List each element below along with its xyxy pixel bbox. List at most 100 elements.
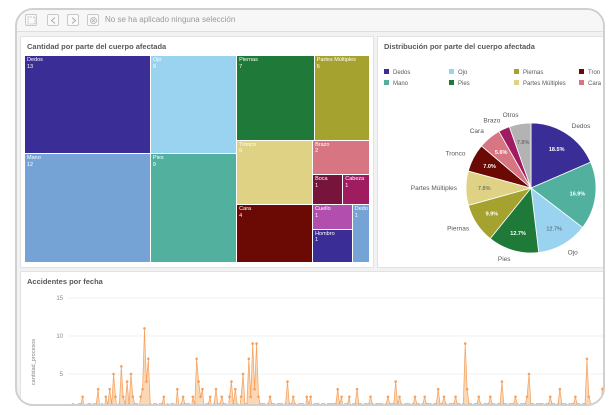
data-point[interactable] (469, 403, 473, 406)
data-point[interactable] (127, 403, 131, 406)
data-point[interactable] (589, 403, 593, 406)
treemap-cell-pies[interactable]: Pies 9 (150, 154, 238, 263)
data-point[interactable] (129, 372, 133, 376)
data-point[interactable] (380, 403, 384, 406)
data-point[interactable] (450, 403, 453, 406)
data-point[interactable] (417, 403, 421, 406)
data-point[interactable] (232, 403, 235, 406)
data-point[interactable] (114, 395, 117, 399)
data-point[interactable] (521, 403, 525, 406)
data-point[interactable] (125, 380, 129, 383)
data-point[interactable] (512, 403, 515, 406)
data-point[interactable] (108, 387, 112, 391)
data-point[interactable] (595, 403, 598, 406)
data-point[interactable] (118, 403, 121, 406)
data-point[interactable] (346, 403, 349, 406)
data-point[interactable] (224, 403, 227, 406)
data-point[interactable] (94, 403, 98, 406)
data-point[interactable] (477, 395, 481, 399)
data-point[interactable] (562, 403, 566, 406)
data-point[interactable] (502, 403, 506, 406)
data-point[interactable] (550, 403, 554, 406)
data-point[interactable] (444, 403, 448, 406)
data-point[interactable] (458, 403, 461, 406)
data-point[interactable] (326, 403, 330, 406)
data-point[interactable] (261, 403, 264, 406)
data-point[interactable] (560, 403, 564, 406)
data-point[interactable] (284, 403, 287, 406)
data-point[interactable] (266, 403, 270, 406)
data-point[interactable] (531, 403, 535, 406)
data-point[interactable] (577, 403, 581, 406)
selection-tool-icon[interactable] (25, 14, 37, 26)
data-point[interactable] (239, 395, 243, 399)
data-point[interactable] (411, 403, 415, 406)
data-point[interactable] (473, 403, 477, 406)
data-point[interactable] (442, 395, 446, 399)
data-point[interactable] (313, 403, 316, 406)
data-point[interactable] (145, 380, 148, 383)
data-point[interactable] (152, 403, 156, 406)
data-point[interactable] (141, 387, 144, 391)
data-point[interactable] (121, 395, 125, 399)
data-point[interactable] (181, 395, 185, 399)
data-point[interactable] (212, 403, 216, 406)
data-point[interactable] (291, 395, 295, 399)
data-point[interactable] (392, 403, 395, 406)
data-point[interactable] (576, 403, 579, 406)
data-point[interactable] (570, 403, 573, 406)
treemap-cell-brazo[interactable]: Brazo 2 (313, 140, 370, 175)
data-point[interactable] (321, 403, 324, 406)
data-point[interactable] (365, 403, 368, 406)
data-point[interactable] (139, 395, 142, 399)
data-point[interactable] (234, 387, 237, 391)
data-point[interactable] (363, 403, 366, 406)
treemap-cell-partes-multiples[interactable]: Partes Múltiples 6 (314, 56, 370, 141)
pie-slice-mano[interactable] (530, 161, 597, 229)
data-point[interactable] (355, 387, 359, 391)
data-point[interactable] (357, 403, 361, 406)
treemap-cell-dedos[interactable]: Dedos 13 (25, 56, 151, 155)
data-point[interactable] (255, 342, 258, 345)
treemap-cell-cabeza[interactable]: Cabeza 1 (343, 175, 370, 206)
data-point[interactable] (516, 403, 519, 406)
data-point[interactable] (143, 327, 146, 330)
data-point[interactable] (301, 403, 305, 406)
data-point[interactable] (328, 403, 332, 406)
treemap-cell-cuello[interactable]: Cuello 1 (313, 205, 353, 230)
data-point[interactable] (191, 395, 195, 399)
data-point[interactable] (367, 403, 370, 406)
data-point[interactable] (599, 403, 602, 406)
data-point[interactable] (172, 403, 175, 406)
treemap-cell-boca[interactable]: Boca 1 (313, 175, 344, 206)
data-point[interactable] (338, 403, 341, 406)
data-point[interactable] (268, 395, 272, 399)
data-point[interactable] (558, 387, 562, 391)
data-point[interactable] (216, 403, 220, 406)
data-point[interactable] (523, 403, 527, 406)
data-point[interactable] (603, 380, 605, 383)
data-point[interactable] (309, 395, 312, 399)
data-point[interactable] (429, 403, 432, 406)
data-point[interactable] (290, 403, 293, 406)
data-point[interactable] (307, 403, 310, 406)
data-point[interactable] (456, 403, 459, 406)
treemap-cell-piernas[interactable]: Piernas 7 (237, 56, 315, 141)
data-point[interactable] (398, 395, 401, 399)
data-point[interactable] (87, 403, 90, 406)
data-point[interactable] (492, 403, 496, 406)
data-point[interactable] (475, 403, 479, 406)
data-point[interactable] (322, 403, 326, 406)
data-point[interactable] (535, 403, 538, 406)
data-point[interactable] (249, 395, 253, 399)
data-point[interactable] (280, 403, 283, 406)
data-point[interactable] (375, 403, 378, 406)
data-point[interactable] (359, 403, 363, 406)
data-point[interactable] (243, 403, 247, 406)
data-point[interactable] (205, 403, 208, 406)
data-point[interactable] (597, 403, 600, 406)
data-point[interactable] (539, 403, 542, 406)
data-point[interactable] (508, 403, 511, 406)
data-point[interactable] (485, 403, 488, 406)
data-point[interactable] (574, 395, 577, 399)
